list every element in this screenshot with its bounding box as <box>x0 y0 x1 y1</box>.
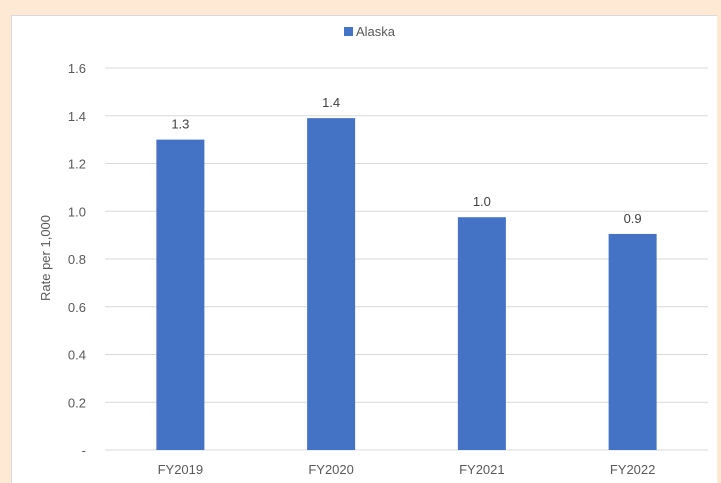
y-axis-title: Rate per 1,000 <box>38 215 53 301</box>
bar-fy2022 <box>608 233 657 450</box>
gridlines <box>105 67 708 451</box>
y-tick-label: - <box>82 443 86 458</box>
data-label-fy2022: 0.9 <box>624 211 642 226</box>
y-tick-label: 1.4 <box>68 109 86 124</box>
bars <box>156 118 657 450</box>
y-tick-label: 0.6 <box>68 300 86 315</box>
x-tick-label: FY2021 <box>459 462 505 477</box>
x-tick-label: FY2019 <box>158 462 204 477</box>
legend-swatch-alaska <box>344 27 353 36</box>
y-tick-label: 0.4 <box>68 348 86 363</box>
x-tick-label: FY2020 <box>308 462 354 477</box>
data-label-fy2019: 1.3 <box>171 117 189 132</box>
chart-area <box>11 15 717 483</box>
y-tick-label: 1.0 <box>68 204 86 219</box>
y-tick-label: 0.2 <box>68 395 86 410</box>
y-tick-label: 1.2 <box>68 157 86 172</box>
bar-fy2021 <box>457 217 506 450</box>
x-axis-ticks: FY2019 FY2020 FY2021 FY2022 <box>158 462 656 477</box>
bar-fy2020 <box>307 118 356 450</box>
y-tick-label: 0.8 <box>68 252 86 267</box>
data-label-fy2021: 1.0 <box>473 194 491 209</box>
x-tick-label: FY2022 <box>610 462 656 477</box>
legend-label-alaska: Alaska <box>356 24 396 39</box>
data-label-fy2020: 1.4 <box>322 95 340 110</box>
y-axis-ticks: - 0.2 0.4 0.6 0.8 1.0 1.2 1.4 1.6 <box>68 61 86 458</box>
data-labels: 1.3 1.4 1.0 0.9 <box>171 95 641 226</box>
y-tick-label: 1.6 <box>68 61 86 76</box>
bar-fy2019 <box>156 139 205 450</box>
legend: Alaska <box>344 24 396 39</box>
